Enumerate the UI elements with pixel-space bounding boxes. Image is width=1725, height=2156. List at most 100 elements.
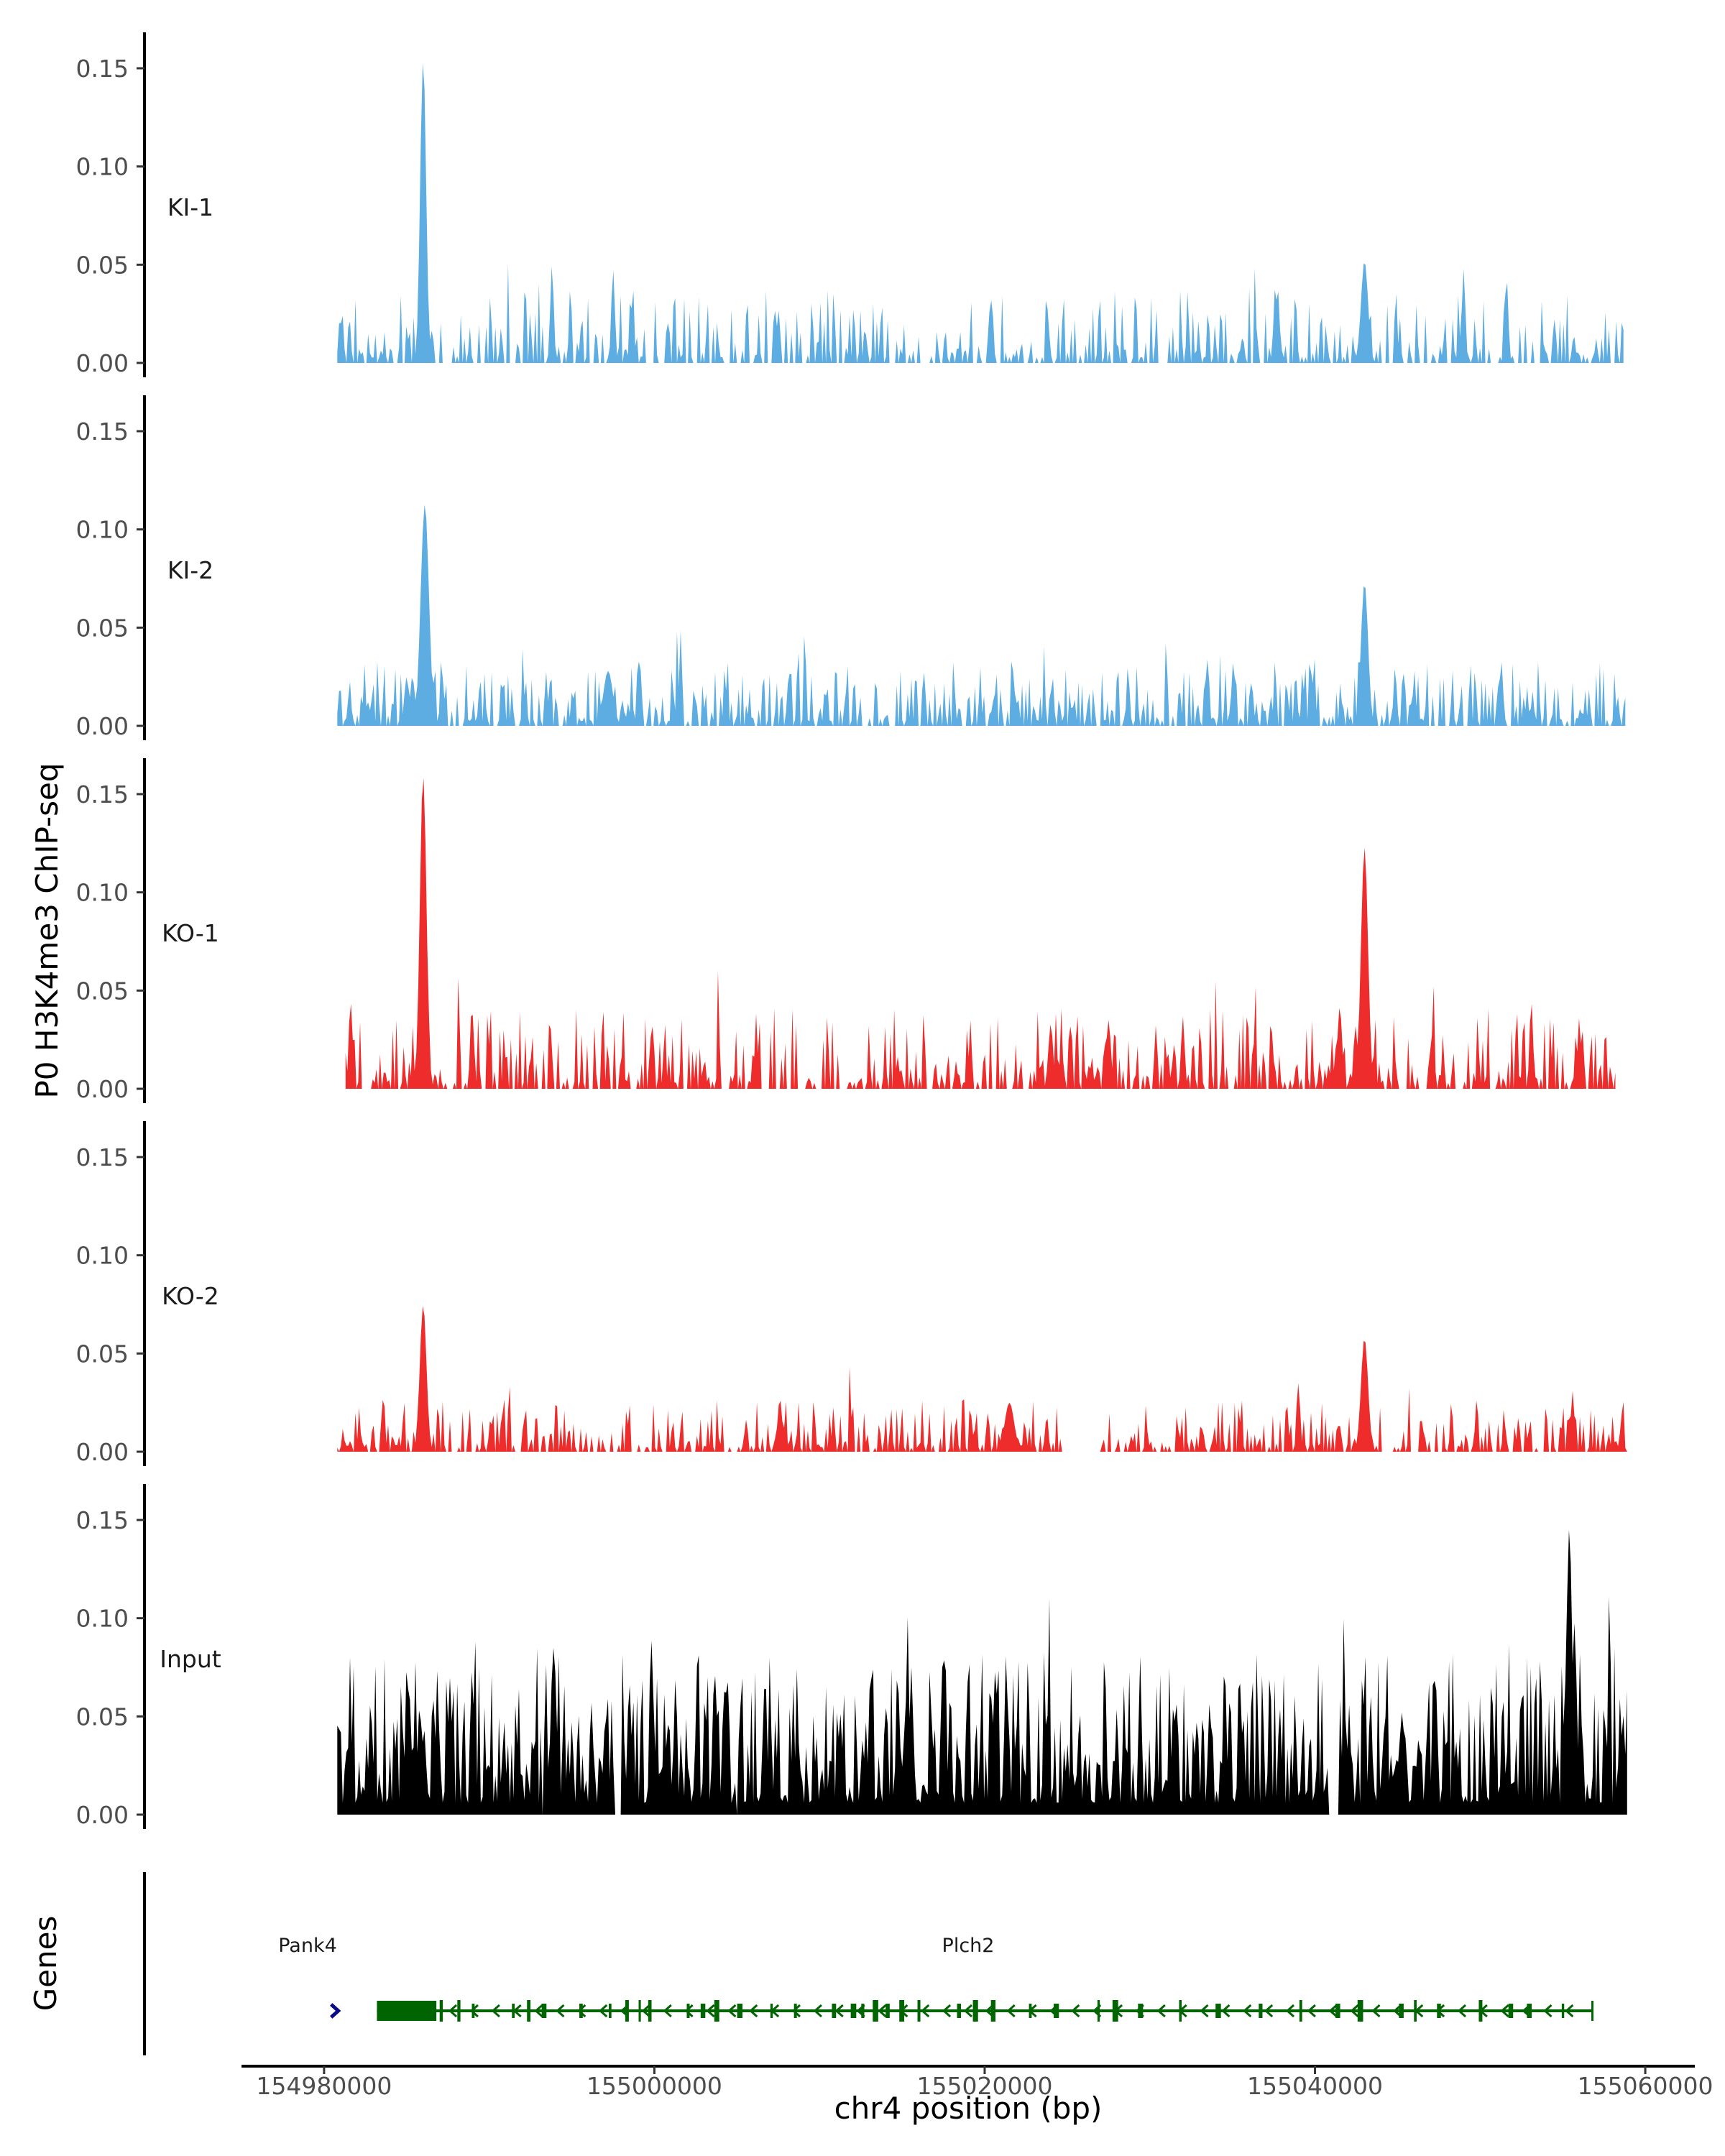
gene-strand-arrow [1006, 2004, 1016, 2018]
gene-strand-arrow [1522, 2004, 1531, 2018]
gene-exon [917, 2000, 921, 2022]
gene-exon [541, 2004, 547, 2018]
gene-strand-arrow [577, 2004, 586, 2018]
gene-strand-arrow [813, 2004, 822, 2018]
gene-strand-arrow [706, 2004, 715, 2018]
y-tick-label: 0.00 [76, 1075, 129, 1103]
gene-exon [794, 2004, 797, 2018]
gene-exon [1508, 2004, 1514, 2018]
gene-exon [579, 2004, 583, 2018]
gene-strand-arrow [1457, 2004, 1467, 2018]
track-label: KO-1 [162, 919, 219, 947]
genes-track: Genes Pank4 Plch2 [28, 1872, 1594, 2055]
gene-strand-arrow [1393, 2004, 1402, 2018]
gene-exon [638, 2000, 641, 2022]
gene-strand-arrow [1350, 2004, 1359, 2018]
track-label: KO-2 [162, 1282, 219, 1310]
genes-track-label: Genes [28, 1916, 63, 2012]
gene-exon [861, 2004, 865, 2018]
gene-strand-arrow [598, 2004, 608, 2018]
gene-strand-arrow [749, 2004, 758, 2018]
gene-plch2: Plch2 [377, 1935, 1594, 2022]
gene-exon [472, 2004, 475, 2018]
y-tick-label: 0.05 [76, 614, 129, 642]
gene-exon [1399, 2004, 1404, 2018]
gene-strand-arrow [985, 2004, 994, 2018]
gene-strand-arrow [512, 2004, 522, 2018]
gene-exon [686, 2004, 690, 2018]
gene-strand-arrow [1135, 2004, 1144, 2018]
gene-exon [714, 2000, 719, 2022]
gene-strand-arrow [1156, 2004, 1166, 2018]
gene-exon [1054, 2004, 1059, 2018]
gene-strand-arrow [534, 2004, 543, 2018]
track-ko-2: 0.00 0.05 0.10 0.15 KO-2 [76, 1121, 1627, 1466]
gene-exon [832, 2004, 837, 2018]
x-tick-label: 155040000 [1247, 2072, 1383, 2100]
gene-strand-arrow [856, 2004, 865, 2018]
gene-strand-arrow [1435, 2004, 1445, 2018]
gene-strand-arrow [878, 2004, 887, 2018]
gene-strand-arrow [727, 2004, 737, 2018]
gene-exon [1215, 2004, 1221, 2018]
gene-exon [439, 2000, 443, 2022]
gene-strand-arrow [899, 2004, 908, 2018]
track-label: KI-2 [167, 556, 213, 584]
gene-exon [1527, 2004, 1532, 2018]
track-label: KI-1 [167, 193, 213, 221]
x-tick-label: 155020000 [916, 2072, 1052, 2100]
track-ki-2: 0.00 0.05 0.10 0.15 KI-2 [76, 395, 1626, 740]
gene-strand-arrow [1049, 2004, 1059, 2018]
gene-exon [972, 2000, 978, 2022]
x-axis-title: chr4 position (bp) [834, 2091, 1103, 2126]
gene-exon [1335, 2004, 1340, 2018]
gene-strand-arrow [963, 2004, 972, 2018]
y-tick-label: 0.10 [76, 1242, 129, 1270]
gene-label: Plch2 [942, 1935, 995, 1957]
y-tick-label: 0.15 [76, 418, 129, 446]
gene-strand-arrow [1328, 2004, 1338, 2018]
y-tick-label: 0.15 [76, 55, 129, 83]
gene-strand-arrow [1178, 2004, 1187, 2018]
track-label: Input [160, 1645, 221, 1673]
gene-strand-arrow [942, 2004, 952, 2018]
x-axis: 154980000 155000000 155020000 155040000 1550… [242, 2065, 1714, 2100]
gene-strand-arrow [469, 2004, 479, 2018]
gene-strand-arrow [1092, 2004, 1102, 2018]
gene-strand-arrow [620, 2004, 630, 2018]
gene-exon [850, 2004, 857, 2018]
y-tick-label: 0.05 [76, 977, 129, 1005]
gene-strand-arrow [641, 2004, 650, 2018]
y-tick-label: 0.00 [76, 712, 129, 740]
y-tick-label: 0.10 [76, 1605, 129, 1633]
gene-strand-arrow [770, 2004, 780, 2018]
gene-label: Pank4 [278, 1935, 337, 1957]
y-tick-label: 0.15 [76, 1143, 129, 1171]
gene-strand-arrow [1371, 2004, 1381, 2018]
gene-pank4: Pank4 [278, 1935, 341, 2019]
gene-strand-arrow [1543, 2004, 1552, 2018]
gene-strand-arrow [491, 2004, 500, 2018]
gene-strand-arrow [556, 2004, 565, 2018]
gene-strand-arrow [1500, 2004, 1509, 2018]
gene-exon [990, 2000, 995, 2022]
track-ko-1: 0.00 0.05 0.10 0.15 KO-1 [76, 758, 1616, 1103]
y-tick-label: 0.05 [76, 251, 129, 279]
gene-strand-arrow [1414, 2004, 1424, 2018]
y-tick-label: 0.00 [76, 349, 129, 377]
gene-exon [700, 2004, 706, 2018]
gene-strand-arrow [1200, 2004, 1209, 2018]
y-tick-label: 0.05 [76, 1340, 129, 1368]
gene-strand-arrow [921, 2004, 930, 2018]
gene-strand-arrow [1478, 2004, 1488, 2018]
gene-strand-arrow [1221, 2004, 1230, 2018]
signal-area-ki-1 [337, 63, 1624, 364]
gene-exon [527, 2000, 531, 2022]
gene-strand-arrow [448, 2004, 458, 2018]
gene-exon [957, 2004, 962, 2018]
y-tick-label: 0.10 [76, 153, 129, 181]
x-tick-label: 154980000 [256, 2072, 392, 2100]
x-tick-label: 155000000 [586, 2072, 722, 2100]
gene-strand-arrow [330, 2003, 341, 2019]
